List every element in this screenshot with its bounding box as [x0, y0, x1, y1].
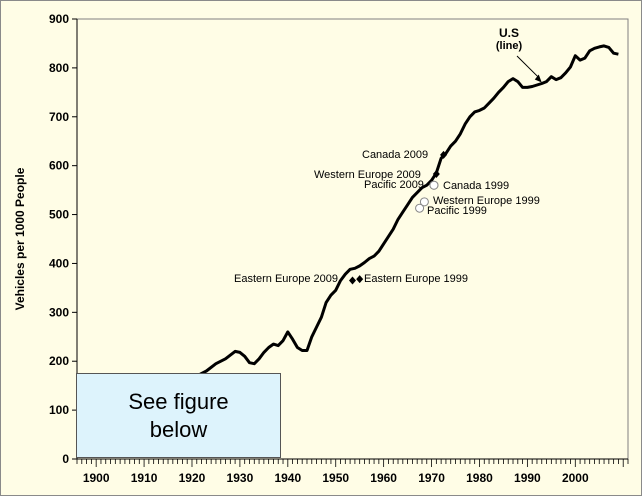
x-tick-label: 1990 — [514, 471, 541, 485]
series-line-us — [196, 44, 619, 378]
point-label: Canada 1999 — [443, 180, 509, 192]
point-label: Eastern Europe 2009 — [234, 273, 338, 285]
x-tick-label: 1920 — [179, 471, 206, 485]
x-tick-label: 1950 — [322, 471, 349, 485]
point-label: Pacific 2009 — [364, 179, 424, 191]
x-tick-label: 1930 — [227, 471, 254, 485]
point-marker — [349, 276, 356, 285]
series-annotation-title: U.S — [499, 26, 519, 40]
y-tick-label: 200 — [49, 354, 69, 368]
y-tick-label: 300 — [49, 305, 69, 319]
point-label: Western Europe 2009 — [314, 169, 421, 181]
x-tick-label: 1900 — [83, 471, 110, 485]
series-annotation-subtitle: (line) — [496, 40, 523, 52]
x-tick-label: 1960 — [370, 471, 397, 485]
y-axis-label: Vehicles per 1000 People — [13, 167, 27, 310]
y-tick-label: 600 — [49, 159, 69, 173]
series-layer — [196, 44, 619, 378]
y-tick-label: 400 — [49, 256, 69, 270]
x-tick-labels: 1900 1910 1920 1930 1940 1950 1960 1970 1980 1990… — [83, 471, 589, 485]
y-tick-labels: 0 100 200 300 400 500 600 700 800 900 — [49, 12, 69, 466]
point-marker — [440, 150, 448, 159]
point-markers — [349, 150, 448, 285]
x-tick-label: 2000 — [562, 471, 589, 485]
point-marker — [419, 197, 429, 207]
y-tick-label: 0 — [62, 452, 69, 466]
point-label: Pacific 1999 — [427, 205, 487, 217]
annotation-arrowhead — [534, 74, 542, 83]
y-tick-label: 100 — [49, 403, 69, 417]
y-tick-label: 900 — [49, 12, 69, 26]
x-tick-label: 1970 — [418, 471, 445, 485]
y-tick-label: 700 — [49, 110, 69, 124]
x-tick-label: 1940 — [274, 471, 301, 485]
see-figure-below-box: See figure below — [76, 373, 281, 458]
point-label: Eastern Europe 1999 — [364, 273, 468, 285]
note-text: See figure below — [128, 388, 229, 442]
point-marker — [415, 203, 425, 213]
annotation-arrow — [516, 55, 541, 79]
point-label: Canada 2009 — [362, 149, 428, 161]
point-marker — [356, 275, 364, 284]
point-marker — [429, 180, 439, 190]
point-marker — [432, 169, 440, 178]
x-tick-label: 1980 — [466, 471, 493, 485]
x-tick-label: 1910 — [131, 471, 158, 485]
point-label: Western Europe 1999 — [433, 195, 540, 207]
y-tick-label: 500 — [49, 208, 69, 222]
y-tick-label: 800 — [49, 61, 69, 75]
